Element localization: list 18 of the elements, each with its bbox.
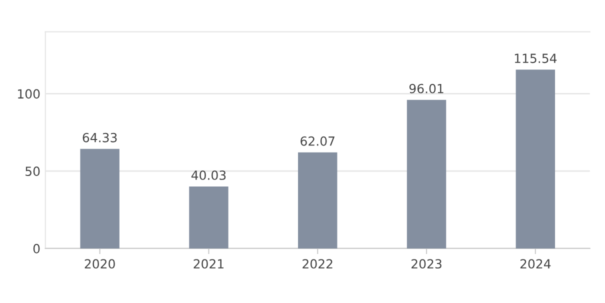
data-label: 40.03 <box>191 170 226 180</box>
bar <box>406 100 446 248</box>
x-tick-label: 2023 <box>412 259 442 269</box>
data-label: 96.01 <box>409 84 444 94</box>
x-tick-label: 2024 <box>520 259 551 269</box>
bar <box>80 148 120 248</box>
data-label: 115.54 <box>514 54 557 64</box>
y-tick-label: 50 <box>26 166 40 176</box>
bar <box>516 70 556 248</box>
data-label: 62.07 <box>300 136 334 146</box>
y-tick-label: 100 <box>18 89 40 99</box>
y-tick-label: 0 <box>33 244 40 254</box>
bar <box>189 186 228 248</box>
data-label: 64.33 <box>82 132 117 142</box>
x-tick-label: 2020 <box>84 259 115 269</box>
x-tick-label: 2022 <box>302 259 332 269</box>
bar <box>298 152 338 248</box>
x-tick-label: 2021 <box>194 259 224 269</box>
